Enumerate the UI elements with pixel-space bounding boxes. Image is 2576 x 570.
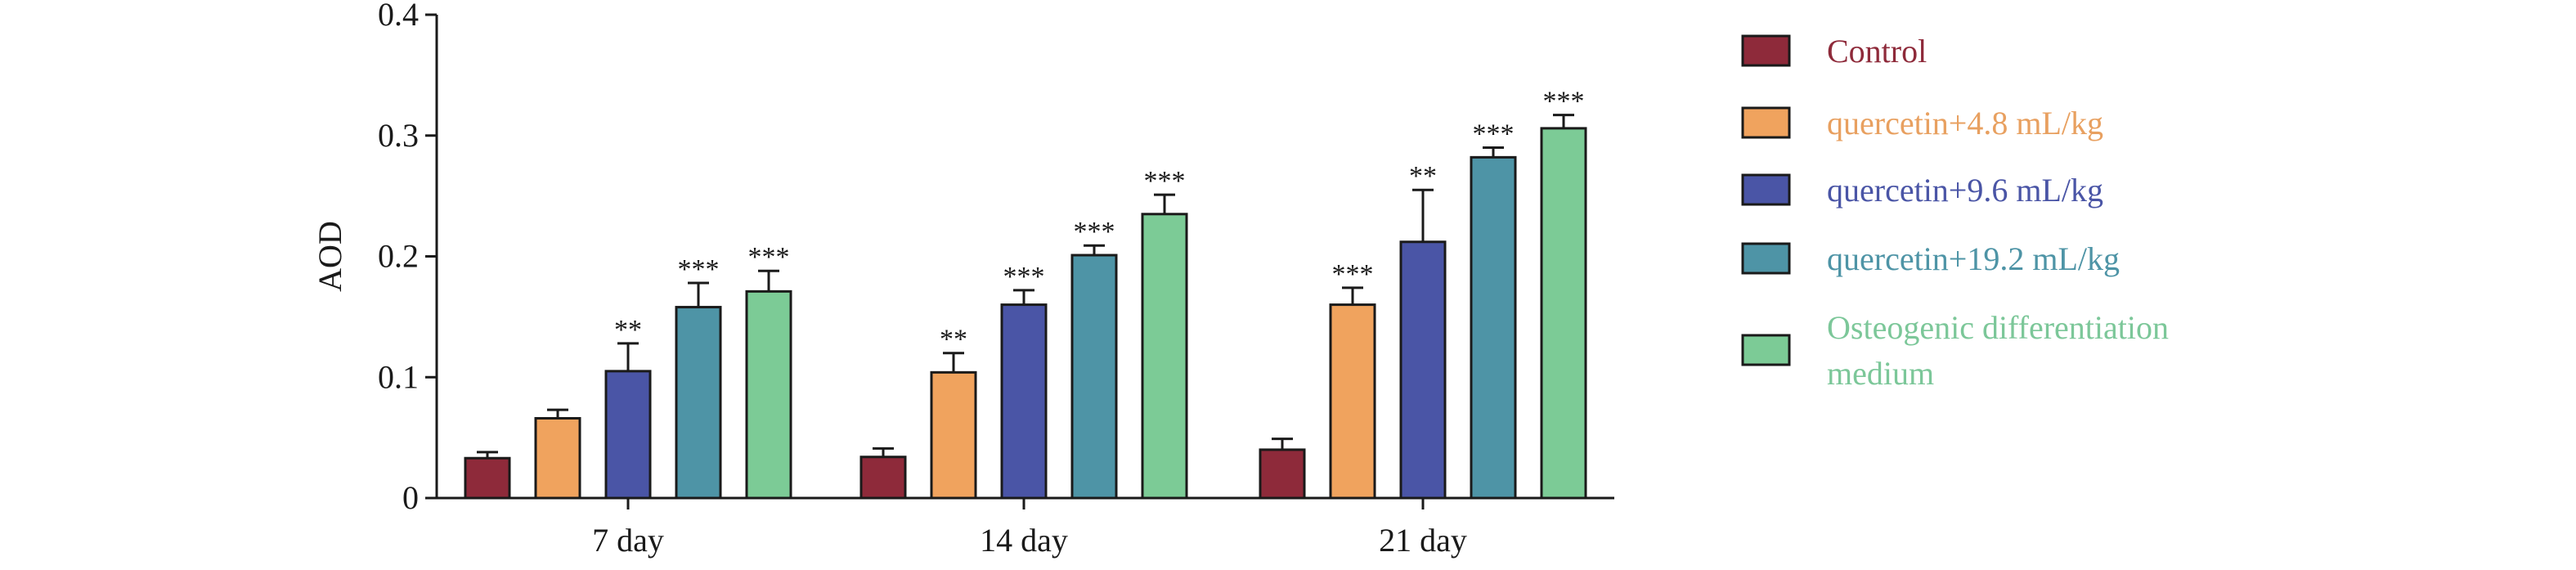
legend-label: quercetin+19.2 mL/kg — [1827, 240, 2120, 277]
bar — [1540, 127, 1587, 500]
chart-axes: 0 0.1 0.2 0.3 0.4 AOD 7 day 14 day 21 day — [312, 0, 1614, 559]
significance-label: ** — [1409, 161, 1437, 191]
significance-label: *** — [1332, 259, 1374, 289]
legend-label: Control — [1827, 33, 1927, 70]
y-tick-label: 0.3 — [378, 117, 419, 154]
bar — [1259, 448, 1306, 500]
bar — [745, 289, 792, 500]
bar — [1000, 303, 1048, 500]
legend-label: quercetin+4.8 mL/kg — [1827, 105, 2103, 141]
significance-label: *** — [748, 242, 790, 272]
legend-swatch — [1741, 34, 1791, 67]
bar — [1070, 254, 1118, 500]
bar — [859, 456, 907, 500]
x-tick-label: 7 day — [592, 522, 664, 559]
chart-bars: ***** ************************* — [464, 87, 1587, 500]
x-tick-label: 14 day — [980, 522, 1068, 559]
significance-label: *** — [1473, 119, 1515, 150]
y-tick-label: 0.1 — [378, 358, 419, 395]
legend-swatch — [1741, 106, 1791, 139]
bar — [675, 306, 722, 500]
legend-label: Osteogenic differentiation medium — [1827, 309, 2169, 392]
x-tick-label: 21 day — [1379, 522, 1467, 559]
significance-label: *** — [1543, 87, 1585, 117]
y-tick-label: 0.4 — [378, 0, 419, 33]
significance-label: ** — [940, 325, 967, 355]
significance-label: *** — [1074, 217, 1115, 247]
bar — [1329, 303, 1376, 500]
legend-label: quercetin+9.6 mL/kg — [1827, 172, 2103, 209]
y-tick-label: 0 — [402, 479, 419, 516]
bar — [930, 370, 977, 500]
y-tick-label: 0.2 — [378, 238, 419, 275]
legend-swatch — [1741, 242, 1791, 275]
legend-swatch — [1741, 173, 1791, 206]
significance-label: *** — [1144, 166, 1186, 196]
significance-label: ** — [614, 315, 642, 345]
bar — [604, 370, 652, 500]
significance-label: *** — [678, 254, 720, 285]
bar — [464, 456, 511, 500]
legend-swatch — [1741, 334, 1791, 366]
bar — [1399, 240, 1447, 500]
bar — [1470, 155, 1517, 500]
y-axis-label: AOD — [312, 221, 348, 292]
significance-label: *** — [1003, 262, 1045, 292]
bar — [534, 416, 581, 500]
chart-legend: Control quercetin+4.8 mL/kg quercetin+9.6 … — [1741, 33, 2169, 392]
bar — [1141, 213, 1188, 500]
